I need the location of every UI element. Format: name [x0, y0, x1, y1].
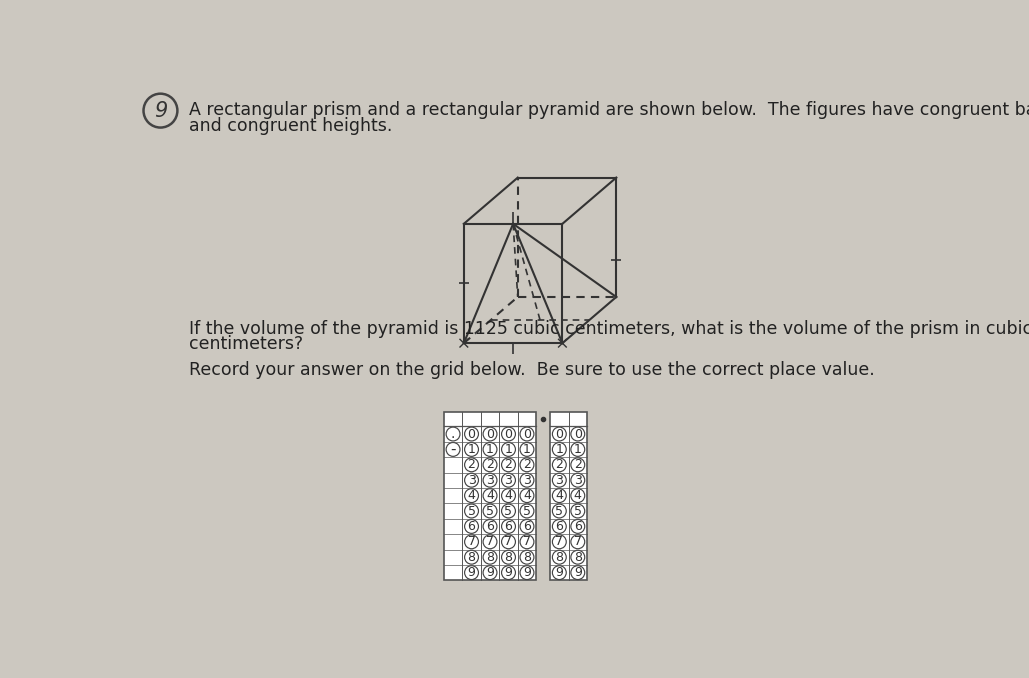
Text: 1: 1 [486, 443, 494, 456]
Text: 2: 2 [556, 458, 563, 471]
Text: 3: 3 [574, 474, 581, 487]
Text: 7: 7 [486, 536, 494, 549]
Text: 0: 0 [467, 428, 475, 441]
Text: 5: 5 [486, 504, 494, 517]
Text: 5: 5 [556, 504, 563, 517]
Text: 2: 2 [523, 458, 531, 471]
Text: 4: 4 [467, 489, 475, 502]
Text: 9: 9 [486, 566, 494, 579]
Text: 0: 0 [504, 428, 512, 441]
Text: 7: 7 [467, 536, 475, 549]
Text: 1: 1 [556, 443, 563, 456]
Text: 2: 2 [574, 458, 581, 471]
Text: 0: 0 [556, 428, 563, 441]
Text: 6: 6 [556, 520, 563, 533]
Text: 2: 2 [504, 458, 512, 471]
Text: 5: 5 [504, 504, 512, 517]
Text: 1: 1 [574, 443, 581, 456]
Text: 6: 6 [486, 520, 494, 533]
Text: 6: 6 [523, 520, 531, 533]
Text: 2: 2 [467, 458, 475, 471]
Text: 8: 8 [574, 551, 581, 563]
Text: centimeters?: centimeters? [189, 336, 304, 353]
Text: 8: 8 [523, 551, 531, 563]
Text: 5: 5 [574, 504, 581, 517]
Text: 6: 6 [467, 520, 475, 533]
Text: 5: 5 [523, 504, 531, 517]
Text: 6: 6 [574, 520, 581, 533]
Text: 1: 1 [467, 443, 475, 456]
Text: -: - [451, 442, 456, 457]
Text: 0: 0 [486, 428, 494, 441]
Text: 4: 4 [523, 489, 531, 502]
Text: 4: 4 [486, 489, 494, 502]
Bar [551, 412, 587, 580]
Text: Record your answer on the grid below.  Be sure to use the correct place value.: Record your answer on the grid below. Be… [189, 361, 875, 379]
Text: 8: 8 [504, 551, 512, 563]
Text: 9: 9 [153, 100, 167, 121]
Text: .: . [451, 427, 455, 441]
Text: 0: 0 [574, 428, 581, 441]
Text: 1: 1 [523, 443, 531, 456]
Text: and congruent heights.: and congruent heights. [189, 117, 392, 135]
Text: 8: 8 [556, 551, 563, 563]
Text: 4: 4 [504, 489, 512, 502]
Text: 6: 6 [504, 520, 512, 533]
Text: 4: 4 [556, 489, 563, 502]
Text: 3: 3 [523, 474, 531, 487]
Text: 3: 3 [504, 474, 512, 487]
Text: 8: 8 [467, 551, 475, 563]
Text: If the volume of the pyramid is 1125 cubic centimeters, what is the volume of th: If the volume of the pyramid is 1125 cub… [189, 320, 1029, 338]
Text: 7: 7 [523, 536, 531, 549]
Text: A rectangular prism and a rectangular pyramid are shown below.  The figures have: A rectangular prism and a rectangular py… [189, 102, 1029, 119]
Text: 9: 9 [523, 566, 531, 579]
Text: 9: 9 [556, 566, 563, 579]
Text: 7: 7 [574, 536, 581, 549]
Bar [443, 412, 536, 580]
Text: 7: 7 [556, 536, 563, 549]
Text: 9: 9 [467, 566, 475, 579]
Text: 9: 9 [504, 566, 512, 579]
Text: 3: 3 [486, 474, 494, 487]
Text: 9: 9 [574, 566, 581, 579]
Text: 7: 7 [504, 536, 512, 549]
Text: 3: 3 [467, 474, 475, 487]
Text: 1: 1 [504, 443, 512, 456]
Text: 8: 8 [486, 551, 494, 563]
Text: 0: 0 [523, 428, 531, 441]
Text: 2: 2 [486, 458, 494, 471]
Text: 3: 3 [556, 474, 563, 487]
Text: 5: 5 [467, 504, 475, 517]
Text: 4: 4 [574, 489, 581, 502]
